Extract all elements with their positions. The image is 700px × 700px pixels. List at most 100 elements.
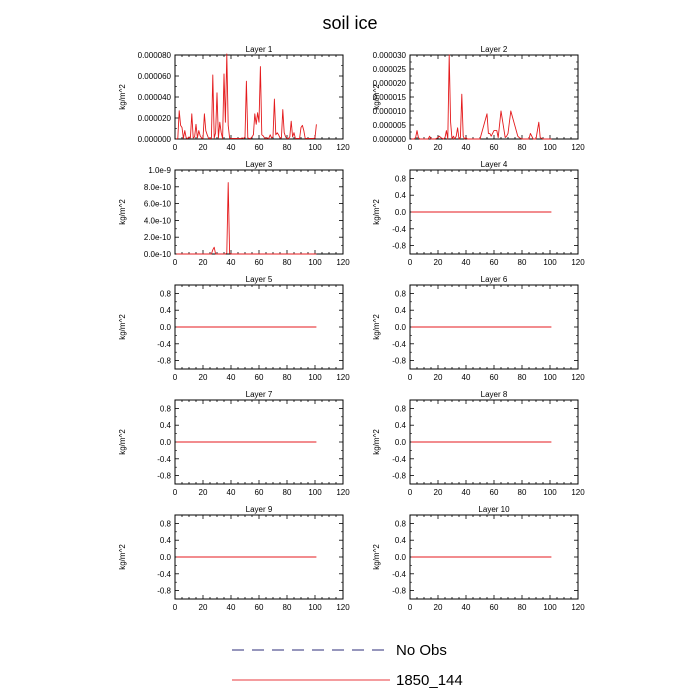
panel-layer-1: Layer 1 kg/m^2 0 20 40 60 80 100 120 0.000000 0.00… (118, 45, 350, 152)
x-tick-label: 40 (227, 143, 236, 152)
y-tick-label: -0.4 (392, 455, 406, 464)
panels: Layer 1kg/m^20 20 40 60 80 100 1200.0000000.00… (118, 45, 585, 612)
panel-layer-7: Layer 7 kg/m^2 0 20 40 60 80 100 120 -0.8 -0.4 0.0 0… (118, 390, 350, 497)
y-tick-label: -0.4 (157, 455, 171, 464)
x-tick-label: 40 (462, 258, 471, 267)
y-tick-label: 0.4 (160, 421, 172, 430)
x-tick-label: 0 (408, 143, 413, 152)
y-tick-label: 0.000060 (138, 72, 172, 81)
y-tick-label: 0.0 (395, 208, 407, 217)
x-tick-label: 20 (199, 488, 208, 497)
y-tick-label: -0.8 (392, 472, 406, 481)
x-tick-label: 100 (308, 258, 322, 267)
x-tick-label: 80 (518, 143, 527, 152)
y-tick-label: 0.4 (160, 536, 172, 545)
panel-title: Layer 10 (478, 505, 510, 514)
x-tick-label: 120 (336, 143, 350, 152)
panel-title: Layer 9 (246, 505, 273, 514)
x-tick-label: 40 (462, 603, 471, 612)
x-tick-label: 20 (434, 488, 443, 497)
y-axis-label: kg/m^2 (118, 199, 127, 225)
x-tick-label: 20 (434, 373, 443, 382)
y-tick-label: -0.8 (392, 357, 406, 366)
y-tick-label: 0.000000 (373, 135, 407, 144)
panel-layer-4: Layer 4 kg/m^2 0 20 40 60 80 100 120 -0.8 -0.4 0.0 0… (372, 160, 585, 267)
x-tick-label: 40 (227, 603, 236, 612)
y-tick-label: 0.8 (160, 404, 172, 413)
panel-title: Layer 7 (246, 390, 273, 399)
x-tick-label: 80 (283, 603, 292, 612)
y-tick-label: 0.8 (160, 289, 172, 298)
x-tick-label: 80 (518, 373, 527, 382)
x-tick-label: 20 (434, 258, 443, 267)
x-tick-label: 100 (308, 488, 322, 497)
x-tick-label: 120 (336, 373, 350, 382)
y-tick-label: 0.000025 (373, 65, 407, 74)
x-tick-label: 0 (173, 603, 178, 612)
x-tick-label: 0 (408, 488, 413, 497)
x-tick-label: 100 (543, 488, 557, 497)
x-tick-label: 60 (490, 603, 499, 612)
y-tick-label: 0.000015 (373, 93, 407, 102)
x-tick-label: 100 (308, 373, 322, 382)
x-tick-label: 0 (173, 373, 178, 382)
x-tick-label: 40 (227, 258, 236, 267)
x-tick-label: 120 (336, 603, 350, 612)
y-tick-label: 0.000020 (373, 79, 407, 88)
x-tick-label: 20 (199, 603, 208, 612)
y-tick-label: 0.0 (395, 438, 407, 447)
panel-title: Layer 3 (246, 160, 273, 169)
x-tick-label: 40 (462, 143, 471, 152)
y-tick-label: 0.000010 (373, 107, 407, 116)
y-tick-label: -0.4 (157, 340, 171, 349)
x-tick-label: 20 (199, 143, 208, 152)
panel-title: Layer 5 (246, 275, 273, 284)
panel-title: Layer 4 (481, 160, 508, 169)
y-tick-label: 0.4 (160, 306, 172, 315)
x-tick-label: 80 (283, 373, 292, 382)
x-tick-label: 120 (571, 488, 585, 497)
x-tick-label: 0 (408, 258, 413, 267)
y-tick-label: 0.0 (160, 438, 172, 447)
x-tick-label: 20 (434, 603, 443, 612)
y-axis-label: kg/m^2 (118, 84, 127, 110)
y-tick-label: 8.0e-10 (144, 183, 172, 192)
plot-frame (174, 54, 344, 140)
y-tick-label: -0.4 (392, 570, 406, 579)
y-tick-label: 0.0 (395, 553, 407, 562)
x-tick-label: 0 (173, 258, 178, 267)
x-tick-label: 40 (462, 488, 471, 497)
y-tick-label: -0.8 (392, 587, 406, 596)
x-tick-label: 60 (255, 143, 264, 152)
panel-title: Layer 8 (481, 390, 508, 399)
x-tick-label: 100 (308, 603, 322, 612)
panel-layer-3: Layer 3 kg/m^2 0 20 40 60 80 100 120 0.0e-10 2.0e-… (118, 160, 350, 267)
y-tick-label: 0.4 (395, 191, 407, 200)
x-tick-label: 20 (199, 373, 208, 382)
x-tick-label: 120 (571, 373, 585, 382)
x-tick-label: 80 (283, 488, 292, 497)
y-axis-label: kg/m^2 (372, 544, 381, 570)
x-tick-label: 80 (518, 488, 527, 497)
x-tick-label: 40 (227, 373, 236, 382)
panel-layer-8: Layer 8 kg/m^2 0 20 40 60 80 100 120 -0.8 -0.4 0.0 0… (372, 390, 585, 497)
y-tick-label: -0.4 (157, 570, 171, 579)
y-tick-label: 0.8 (395, 289, 407, 298)
y-tick-label: 0.0 (160, 323, 172, 332)
y-tick-label: -0.8 (392, 242, 406, 251)
x-tick-label: 120 (571, 258, 585, 267)
x-tick-label: 100 (543, 373, 557, 382)
y-axis-label: kg/m^2 (118, 429, 127, 455)
y-tick-label: 0.000020 (138, 114, 172, 123)
y-tick-label: 0.000030 (373, 51, 407, 60)
x-tick-label: 100 (543, 143, 557, 152)
x-tick-label: 60 (490, 373, 499, 382)
x-tick-label: 60 (255, 258, 264, 267)
y-axis-label: kg/m^2 (372, 429, 381, 455)
x-tick-label: 40 (227, 488, 236, 497)
panel-layer-9: Layer 9 kg/m^2 0 20 40 60 80 100 120 -0.8 -0.4 0.0 0… (118, 505, 350, 612)
y-tick-label: 0.4 (395, 306, 407, 315)
x-tick-label: 60 (490, 143, 499, 152)
plot-frame (174, 169, 344, 255)
y-tick-label: 0.8 (395, 404, 407, 413)
